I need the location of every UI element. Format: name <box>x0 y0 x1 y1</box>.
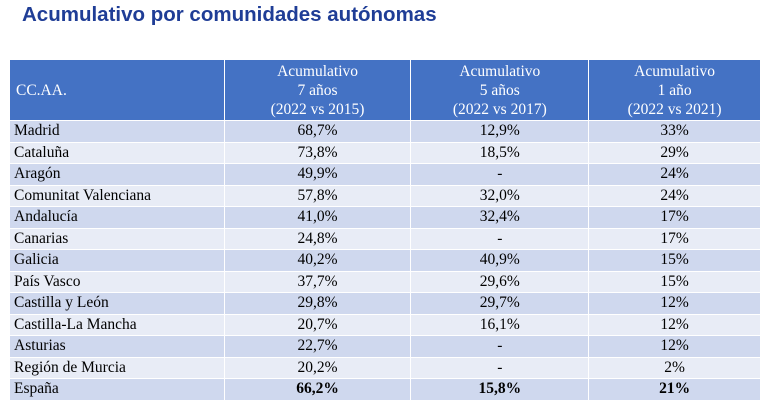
row-value-5y: - <box>410 163 590 186</box>
row-value-5y: 29,6% <box>410 270 590 293</box>
header-5-years-line1: Acumulativo <box>459 62 541 80</box>
row-name: País Vasco <box>9 270 225 293</box>
row-value-7y: 37,7% <box>223 270 412 293</box>
header-1-year-line2: 1 año <box>657 81 692 99</box>
page-title: Acumulativo por comunidades autónomas <box>22 3 437 26</box>
row-value-5y: 32,0% <box>410 184 590 207</box>
table-row: Castilla y León 29,8% 29,7% 12% <box>9 292 761 315</box>
row-value-7y: 73,8% <box>223 141 412 164</box>
row-value-5y: - <box>410 356 590 379</box>
header-5-years-line3: (2022 vs 2017) <box>452 100 547 118</box>
row-name-total: España <box>9 378 225 401</box>
row-value-7y: 29,8% <box>223 292 412 315</box>
row-name: Comunitat Valenciana <box>9 184 225 207</box>
row-value-7y: 57,8% <box>223 184 412 207</box>
table-row: Aragón 49,9% -24% <box>9 163 761 186</box>
header-7-years-line3: (2022 vs 2015) <box>270 100 365 118</box>
table-row: Región de Murcia 20,2% -2% <box>9 356 761 379</box>
row-name: Cataluña <box>9 141 225 164</box>
row-value-1y: 33% <box>588 120 761 143</box>
header-5-years: Acumulativo 5 años (2022 vs 2017) <box>410 59 590 121</box>
row-value-1y: 12% <box>588 335 761 358</box>
table-row: Castilla-La Mancha 20,7% 16,1% 12% <box>9 313 761 336</box>
row-name: Canarias <box>9 227 225 250</box>
row-value-7y: 20,2% <box>223 356 412 379</box>
row-value-1y: 15% <box>588 270 761 293</box>
row-value-1y: 17% <box>588 206 761 229</box>
row-value-1y: 29% <box>588 141 761 164</box>
row-value-1y: 12% <box>588 292 761 315</box>
row-value-5y: 29,7% <box>410 292 590 315</box>
row-name: Castilla-La Mancha <box>9 313 225 336</box>
row-name: Andalucía <box>9 206 225 229</box>
header-1-year: Acumulativo 1 año (2022 vs 2021) <box>588 59 761 121</box>
row-name: Aragón <box>9 163 225 186</box>
table-row: Andalucía 41,0% 32,4% 17% <box>9 206 761 229</box>
row-name: Asturias <box>9 335 225 358</box>
row-name: Galicia <box>9 249 225 272</box>
header-1-year-line3: (2022 vs 2021) <box>627 100 722 118</box>
row-value-7y: 41,0% <box>223 206 412 229</box>
header-ccaa: CC.AA. <box>9 59 225 121</box>
row-value-5y-total: 15,8% <box>410 378 590 401</box>
row-value-5y: 18,5% <box>410 141 590 164</box>
row-value-7y: 20,7% <box>223 313 412 336</box>
row-name: Región de Murcia <box>9 356 225 379</box>
header-1-year-line1: Acumulativo <box>634 62 716 80</box>
row-value-5y: 12,9% <box>410 120 590 143</box>
header-7-years-line2: 7 años <box>297 81 338 99</box>
header-5-years-line2: 5 años <box>479 81 520 99</box>
row-value-1y-total: 21% <box>588 378 761 401</box>
row-value-5y: 40,9% <box>410 249 590 272</box>
row-value-7y: 22,7% <box>223 335 412 358</box>
table-header-row: CC.AA. Acumulativo 7 años (2022 vs 2015)… <box>9 59 761 121</box>
table-row: Comunitat Valenciana 57,8% 32,0% 24% <box>9 184 761 207</box>
row-value-5y: - <box>410 227 590 250</box>
table-row: Cataluña 73,8% 18,5% 29% <box>9 141 761 164</box>
row-value-1y: 15% <box>588 249 761 272</box>
header-7-years: Acumulativo 7 años (2022 vs 2015) <box>223 59 412 121</box>
row-value-1y: 24% <box>588 184 761 207</box>
table-row: País Vasco 37,7% 29,6% 15% <box>9 270 761 293</box>
data-table: CC.AA. Acumulativo 7 años (2022 vs 2015)… <box>9 59 761 401</box>
row-value-5y: - <box>410 335 590 358</box>
row-value-7y: 24,8% <box>223 227 412 250</box>
table-row: Canarias 24,8% -17% <box>9 227 761 250</box>
table-row: Madrid 68,7% 12,9% 33% <box>9 120 761 143</box>
row-value-1y: 2% <box>588 356 761 379</box>
row-value-7y: 40,2% <box>223 249 412 272</box>
row-name: Madrid <box>9 120 225 143</box>
row-value-1y: 12% <box>588 313 761 336</box>
row-value-1y: 17% <box>588 227 761 250</box>
table-row: Asturias 22,7% -12% <box>9 335 761 358</box>
table-row-total: España 66,2% 15,8% 21% <box>9 378 761 401</box>
row-value-7y: 68,7% <box>223 120 412 143</box>
row-value-5y: 16,1% <box>410 313 590 336</box>
row-value-7y-total: 66,2% <box>223 378 412 401</box>
row-value-7y: 49,9% <box>223 163 412 186</box>
header-7-years-line1: Acumulativo <box>277 62 359 80</box>
row-value-5y: 32,4% <box>410 206 590 229</box>
row-value-1y: 24% <box>588 163 761 186</box>
table-row: Galicia 40,2% 40,9% 15% <box>9 249 761 272</box>
row-name: Castilla y León <box>9 292 225 315</box>
